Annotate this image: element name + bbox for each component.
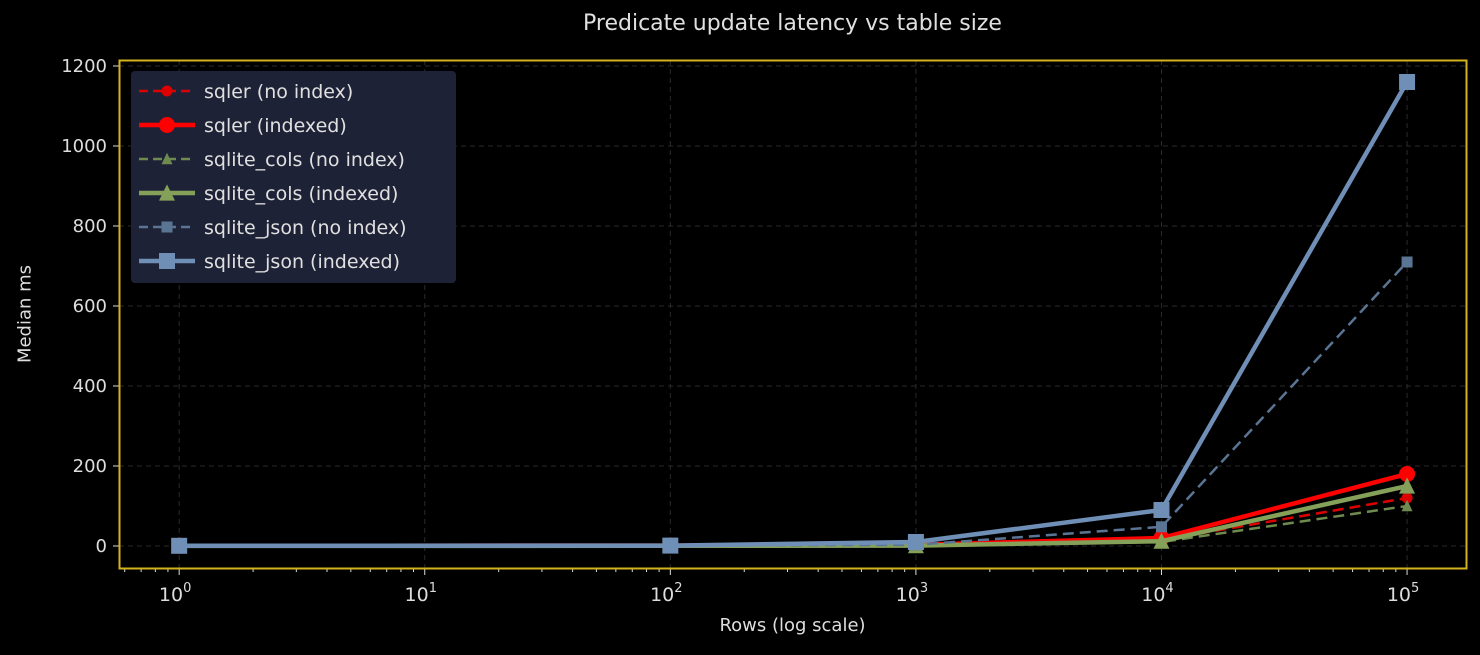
- triangle-marker-icon: [139, 152, 195, 165]
- x-tick-label: 105: [1387, 581, 1419, 606]
- legend-item-sqler-indexed: sqler (indexed): [131, 108, 456, 142]
- triangle-marker-icon: [139, 184, 195, 201]
- y-axis-label: Median ms: [14, 264, 36, 364]
- y-tick-label: 1000: [61, 136, 107, 157]
- legend-item-sqler-no-index: sqler (no index): [131, 74, 456, 108]
- series-sqlite-json-indexed-: [171, 74, 1416, 554]
- x-tick-label: 101: [405, 581, 437, 606]
- y-tick-label: 600: [73, 296, 107, 317]
- y-tick-label: 0: [96, 536, 107, 557]
- legend-label: sqlite_json (no index): [204, 217, 407, 239]
- circle-marker-icon: [139, 117, 195, 133]
- circle-marker-icon: [139, 85, 195, 97]
- legend-item-sqlite-json-indexed: sqlite_json (indexed): [131, 244, 456, 278]
- legend-label: sqlite_cols (no index): [204, 149, 405, 171]
- x-tick-label: 104: [1141, 581, 1173, 606]
- square-marker-icon: [139, 253, 195, 269]
- legend-item-sqlite-json-no-index: sqlite_json (no index): [131, 210, 456, 244]
- y-tick-label: 1200: [61, 56, 107, 77]
- x-axis-label: Rows (log scale): [719, 615, 866, 636]
- legend-label: sqlite_cols (indexed): [204, 183, 399, 205]
- legend-label: sqlite_json (indexed): [204, 251, 401, 273]
- x-tick-label: 102: [650, 581, 682, 606]
- legend: sqler (no index) sqler (indexed) sqlite_…: [131, 71, 456, 283]
- legend-item-sqlite-cols-no-index: sqlite_cols (no index): [131, 142, 456, 176]
- legend-item-sqlite-cols-indexed: sqlite_cols (indexed): [131, 176, 456, 210]
- x-axis-ticks: 100 101 102 103 104 105: [124, 568, 1419, 606]
- y-tick-label: 800: [73, 216, 107, 237]
- y-tick-label: 400: [73, 376, 107, 397]
- legend-label: sqler (indexed): [204, 115, 347, 137]
- y-axis-ticks: 0 200 400 600 800 1000 1200: [61, 56, 119, 557]
- x-tick-label: 103: [896, 581, 928, 606]
- y-tick-label: 200: [73, 456, 107, 477]
- series-sqlite-json-no-index-: [173, 256, 1413, 552]
- series-sqler-indexed-: [171, 466, 1416, 554]
- axes-frame: [118, 59, 1468, 570]
- chart-title: Predicate update latency vs table size: [583, 11, 1002, 36]
- legend-label: sqler (no index): [204, 81, 354, 103]
- plot-series: [171, 74, 1416, 554]
- square-marker-icon: [139, 221, 195, 233]
- x-tick-label: 100: [159, 581, 191, 606]
